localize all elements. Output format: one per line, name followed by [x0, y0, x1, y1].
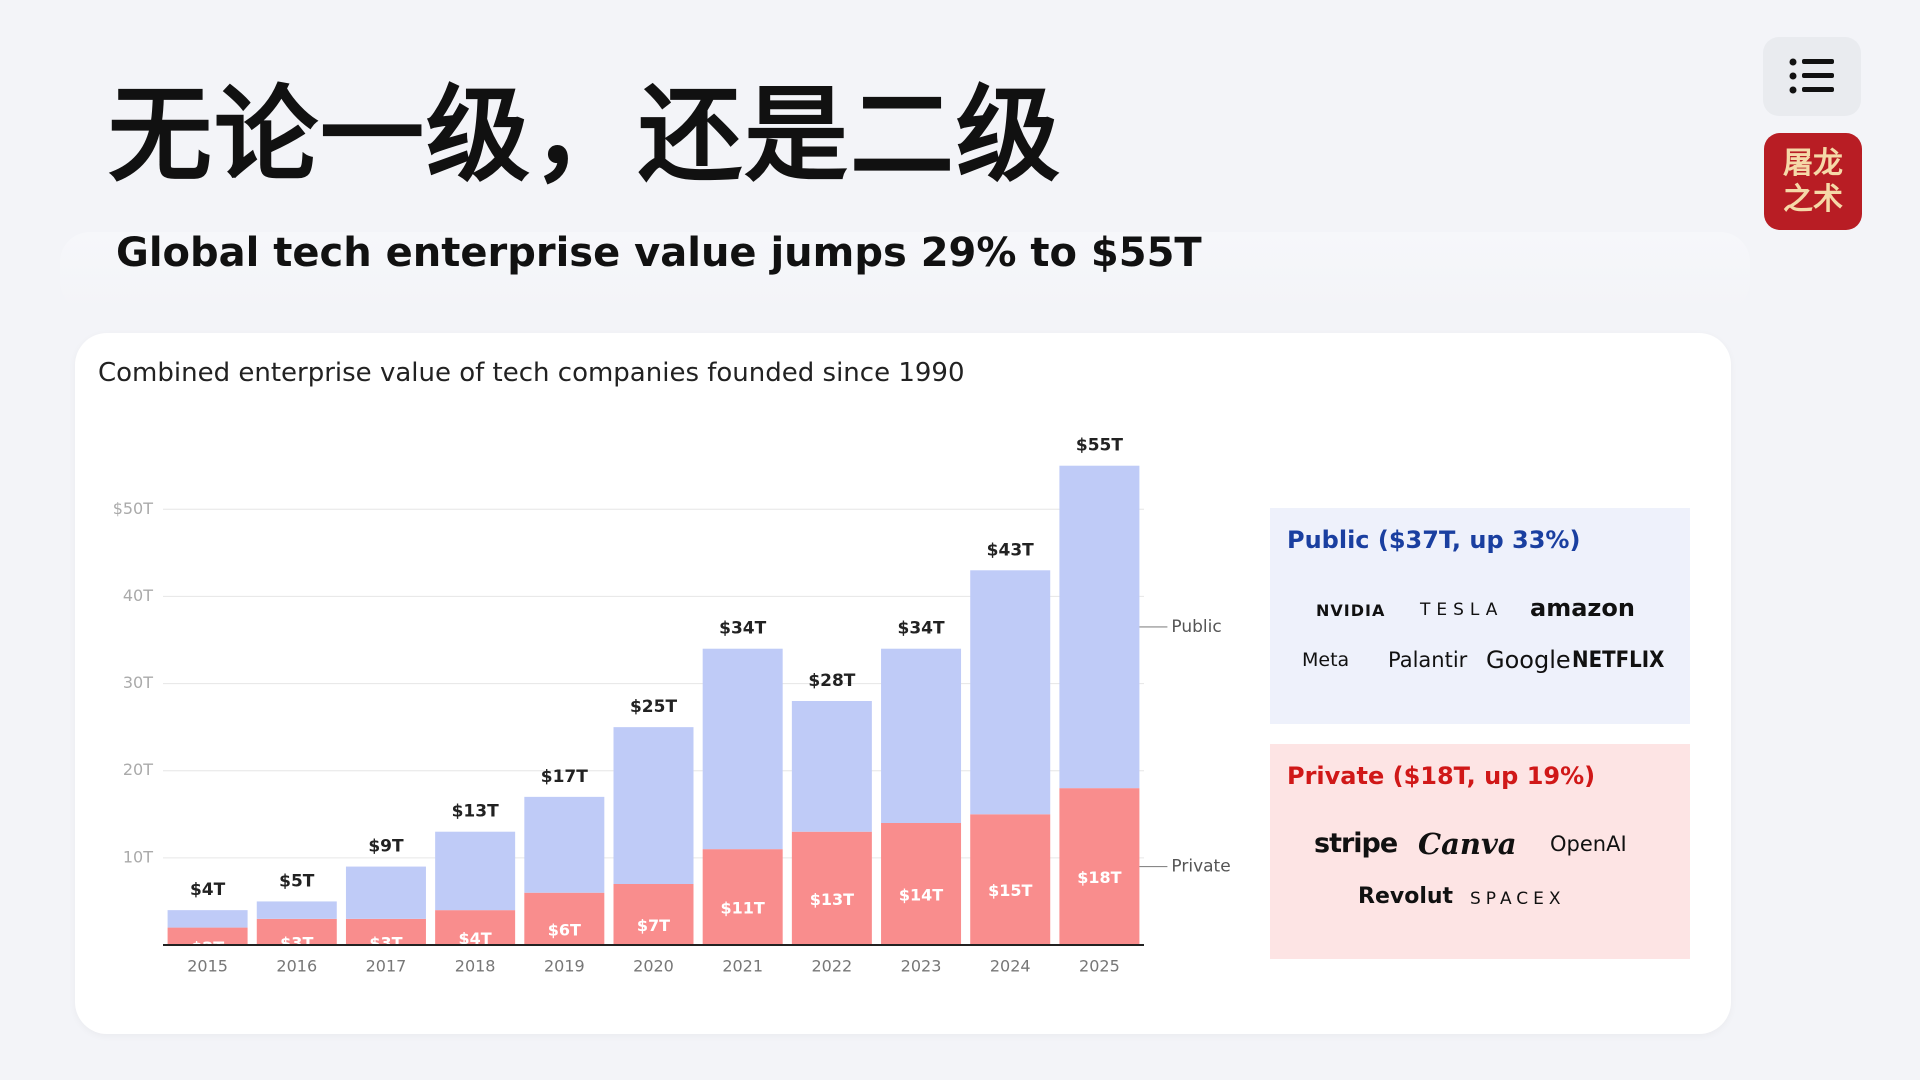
value-label: $2T	[191, 938, 224, 957]
total-label: $25T	[630, 697, 677, 717]
public-panel: Public ($37T, up 33%) NVIDIA TESLA amazo…	[1270, 508, 1690, 724]
logo: OpenAI	[1550, 832, 1627, 856]
bar-segment	[613, 727, 694, 884]
x-tick-label: 2022	[812, 957, 853, 976]
menu-icon	[1789, 58, 1834, 94]
bar-segment	[345, 918, 426, 945]
bar-segment	[256, 918, 337, 945]
y-tick-label: 40T	[123, 586, 153, 605]
bar-segment	[791, 701, 872, 832]
private-title: Private ($18T, up 19%)	[1287, 762, 1596, 790]
value-label: $13T	[810, 890, 854, 909]
bar-segment	[791, 831, 872, 945]
chart-subtitle: Combined enterprise value of tech compan…	[98, 358, 965, 388]
logo: NETFLIX	[1572, 648, 1665, 673]
x-tick-label: 2019	[544, 957, 585, 976]
bar-segment	[435, 910, 516, 945]
x-tick-label: 2017	[366, 957, 407, 976]
logo: Meta	[1302, 649, 1350, 671]
y-tick-label: $50T	[113, 499, 154, 518]
total-label: $9T	[368, 837, 404, 857]
bar-segment	[435, 831, 516, 911]
slide-title: 无论一级，还是二级	[108, 73, 1063, 196]
bar-segment	[1059, 465, 1140, 789]
heading-band	[60, 232, 1750, 312]
x-tick-label: 2018	[455, 957, 496, 976]
badge[interactable]: 屠龙之术	[1764, 133, 1862, 230]
x-tick-label: 2025	[1079, 957, 1120, 976]
legend-label: Public	[1171, 617, 1221, 637]
total-label: $4T	[190, 880, 226, 900]
bar-segment	[613, 884, 694, 945]
bar-segment	[167, 927, 248, 945]
logo: NVIDIA	[1316, 601, 1386, 620]
logo: Palantir	[1388, 648, 1468, 672]
bar-segment	[702, 849, 783, 945]
value-label: $18T	[1077, 868, 1121, 887]
total-label: $34T	[719, 619, 766, 639]
menu-button[interactable]	[1763, 37, 1861, 116]
bar-segment	[524, 892, 605, 945]
total-label: $34T	[897, 619, 944, 639]
value-label: $3T	[369, 933, 402, 952]
x-tick-label: 2015	[187, 957, 228, 976]
bar-segment	[881, 823, 962, 945]
value-label: $15T	[988, 881, 1032, 900]
bar-segment	[1059, 788, 1140, 945]
bar-segment	[256, 901, 337, 919]
logo: SPACEX	[1470, 889, 1566, 909]
total-label: $17T	[541, 767, 588, 787]
private-panel: Private ($18T, up 19%) stripe Canva Open…	[1270, 744, 1690, 959]
legend-label: Private	[1171, 857, 1230, 877]
x-tick-label: 2024	[990, 957, 1031, 976]
bar-segment	[970, 570, 1051, 815]
value-label: $4T	[459, 929, 492, 948]
value-label: $14T	[899, 886, 943, 905]
logo: TESLA	[1420, 600, 1504, 620]
y-tick-label: 10T	[123, 847, 153, 866]
logo: stripe	[1314, 828, 1398, 859]
bar-segment	[702, 648, 783, 850]
bar-segment	[345, 866, 426, 919]
x-tick-label: 2020	[633, 957, 674, 976]
logo: Google	[1486, 646, 1571, 674]
bar-segment	[970, 814, 1051, 945]
logo: Canva	[1418, 827, 1517, 861]
value-label: $11T	[721, 899, 765, 918]
x-tick-label: 2016	[276, 957, 317, 976]
x-tick-label: 2021	[722, 957, 763, 976]
logo: amazon	[1530, 594, 1635, 622]
bar-segment	[881, 648, 962, 823]
x-tick-label: 2023	[901, 957, 942, 976]
total-label: $43T	[987, 540, 1034, 560]
bar-segment	[524, 796, 605, 893]
logo: Revolut	[1358, 884, 1454, 909]
total-label: $55T	[1076, 436, 1123, 456]
y-tick-label: 30T	[123, 673, 153, 692]
total-label: $28T	[808, 671, 855, 691]
bar-segment	[167, 910, 248, 928]
value-label: $7T	[637, 916, 670, 935]
total-label: $5T	[279, 871, 315, 891]
y-tick-label: 20T	[123, 760, 153, 779]
value-label: $6T	[548, 920, 581, 939]
total-label: $13T	[452, 802, 499, 822]
slide-heading: Global tech enterprise value jumps 29% t…	[116, 230, 1202, 276]
value-label: $3T	[280, 933, 313, 952]
public-title: Public ($37T, up 33%)	[1287, 526, 1581, 554]
